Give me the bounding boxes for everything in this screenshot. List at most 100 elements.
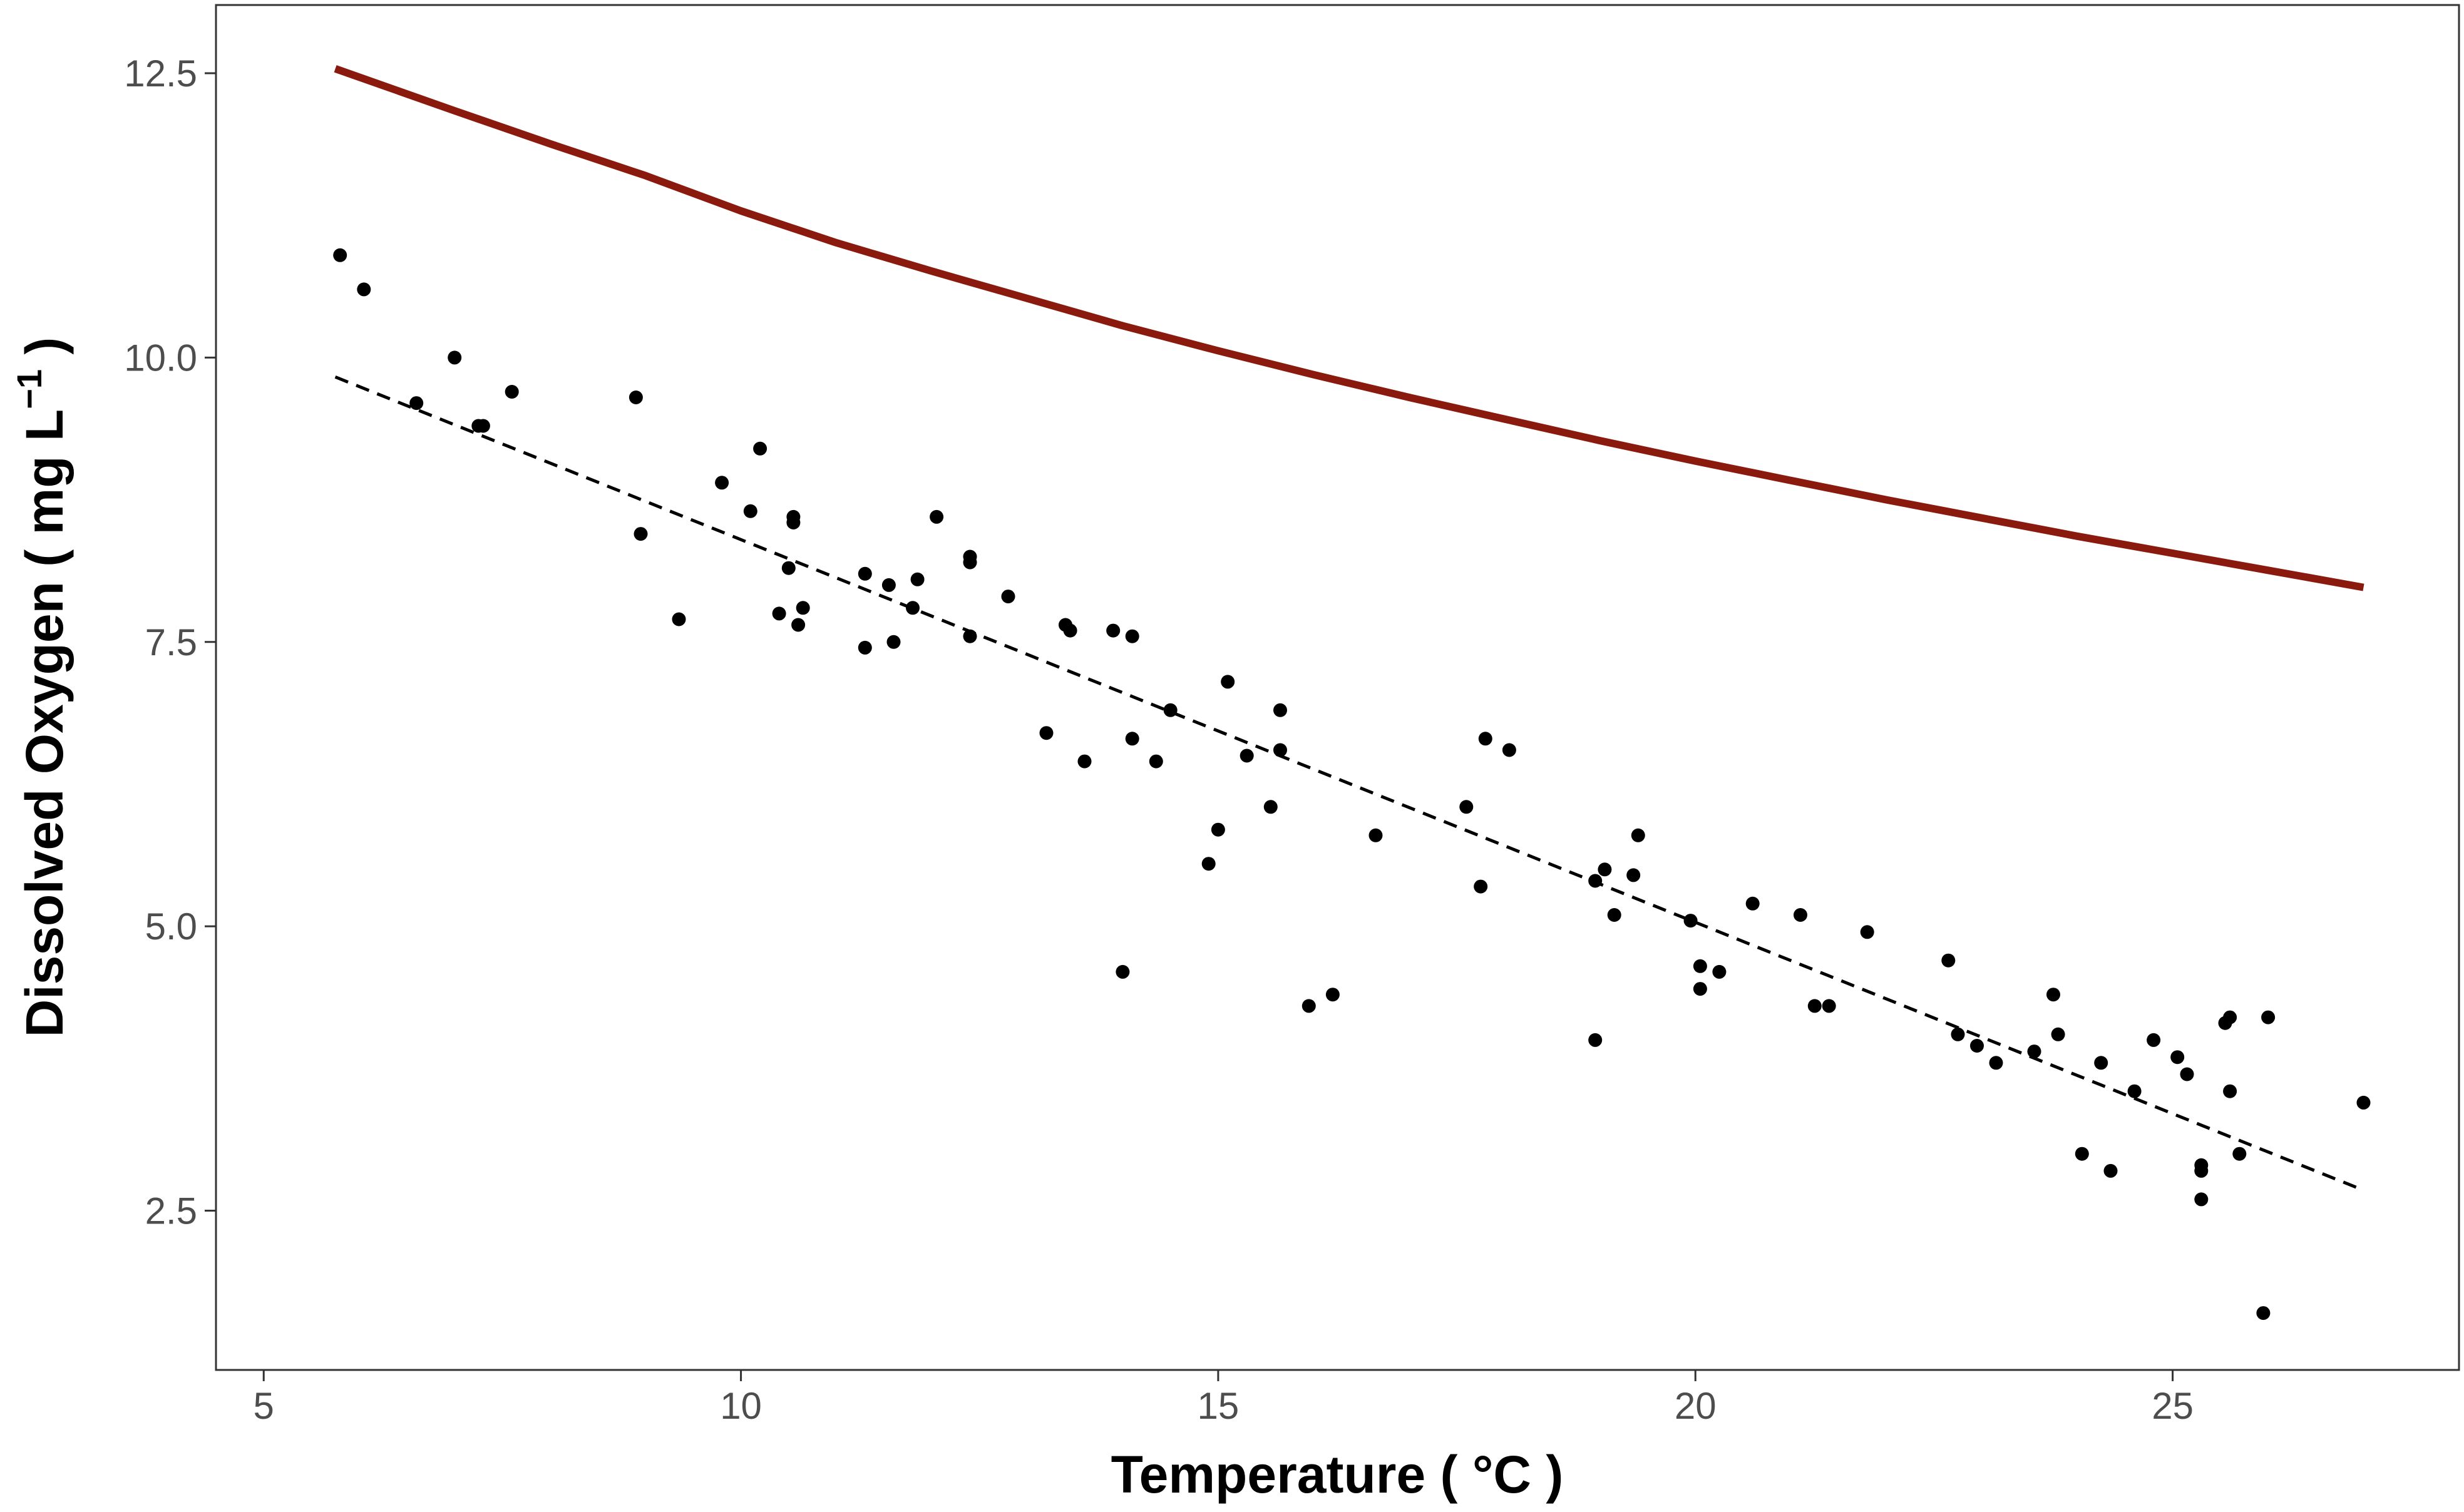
data-point (448, 350, 462, 365)
data-point (2075, 1147, 2089, 1161)
data-point (1970, 1039, 1984, 1053)
data-point (753, 441, 767, 456)
x-tick-label: 20 (1675, 1385, 1717, 1427)
data-point (1478, 732, 1492, 746)
data-point (2180, 1067, 2194, 1081)
data-point (786, 516, 801, 529)
x-tick-label: 15 (1198, 1385, 1240, 1427)
data-point (930, 509, 944, 524)
data-point (1951, 1027, 1965, 1041)
data-point (1693, 982, 1707, 996)
data-point (796, 601, 810, 615)
data-point (2356, 1095, 2371, 1110)
data-point (1263, 800, 1278, 814)
data-point (1941, 953, 1956, 968)
y-tick-label: 7.5 (145, 621, 197, 663)
data-point (1607, 908, 1621, 922)
y-axis-title: Dissolved Oxygen ( mg L−1 ) (9, 337, 74, 1038)
x-axis: 5 10 15 20 25 (254, 1370, 2194, 1427)
saturation-curve (334, 65, 2364, 591)
data-point (963, 629, 977, 643)
data-point (1106, 623, 1121, 638)
data-point (1221, 675, 1235, 689)
data-point (906, 601, 920, 615)
data-point (1693, 959, 1707, 973)
data-point (1588, 874, 1603, 888)
y-tick-label: 2.5 (145, 1190, 197, 1232)
data-point (1301, 999, 1316, 1013)
data-point (1368, 828, 1383, 842)
data-point (1822, 999, 1836, 1013)
data-point (781, 561, 796, 575)
data-point (1683, 914, 1698, 928)
data-point (2127, 1084, 2142, 1098)
data-point (2232, 1147, 2247, 1161)
y-tick-label: 12.5 (124, 53, 197, 94)
data-point (672, 612, 686, 626)
data-point (1989, 1056, 2003, 1070)
y-axis-title-group: Dissolved Oxygen ( mg L−1 ) (9, 337, 74, 1038)
data-point (1125, 732, 1139, 746)
data-point (1001, 590, 1015, 604)
data-point (2051, 1027, 2065, 1041)
data-point (881, 578, 896, 592)
data-point (357, 282, 371, 297)
data-point (1240, 748, 1254, 763)
data-point (1077, 754, 1092, 769)
data-point (791, 618, 806, 632)
data-point (963, 549, 977, 564)
data-point (629, 391, 643, 404)
data-point (715, 476, 729, 490)
data-point (1211, 822, 1225, 837)
data-point (743, 504, 757, 518)
plot-panel-border (215, 4, 2460, 1371)
data-point (1807, 999, 1822, 1013)
y-axis-title-main: Dissolved Oxygen ( mg L (15, 409, 74, 1038)
data-point (2223, 1010, 2237, 1024)
data-point (1745, 896, 1760, 911)
data-point (409, 396, 424, 411)
data-point (1116, 964, 1130, 979)
data-point (2194, 1192, 2209, 1207)
y-tick-label: 10.0 (124, 337, 197, 379)
data-point (2194, 1163, 2209, 1178)
data-point (1039, 726, 1054, 740)
data-point (1273, 743, 1287, 757)
data-point (886, 635, 901, 649)
data-point (1588, 1033, 1603, 1047)
data-point (1125, 629, 1139, 643)
y-axis: 2.5 5.0 7.5 10.0 12.5 (124, 53, 216, 1232)
data-point (1459, 800, 1474, 814)
data-point (1598, 862, 1612, 877)
data-point (1149, 754, 1163, 769)
plot-layer (333, 65, 2371, 1320)
data-point (858, 640, 872, 655)
data-point (1163, 703, 1178, 717)
data-point (634, 527, 648, 541)
data-point (772, 606, 786, 621)
data-point (505, 385, 519, 399)
data-point (1325, 988, 1340, 1002)
data-point (2103, 1163, 2118, 1178)
data-point (1063, 623, 1077, 638)
data-point (333, 248, 347, 262)
x-axis-title: Temperature ( °C ) (1111, 1445, 1564, 1504)
data-point (1201, 857, 1216, 871)
data-point (2261, 1010, 2276, 1024)
regression-line (334, 375, 2364, 1192)
data-point (2094, 1056, 2108, 1070)
data-point (2223, 1084, 2237, 1098)
data-point (476, 419, 490, 433)
data-point (2256, 1306, 2271, 1320)
x-tick-label: 10 (720, 1385, 762, 1427)
data-point (1794, 908, 1807, 922)
data-point (2170, 1050, 2185, 1065)
data-point (1626, 868, 1641, 882)
data-point (858, 566, 872, 581)
y-tick-label: 5.0 (145, 906, 197, 948)
data-point (1631, 828, 1645, 842)
data-point (1474, 879, 1488, 894)
data-point (2027, 1045, 2041, 1059)
data-point (1860, 925, 1874, 939)
